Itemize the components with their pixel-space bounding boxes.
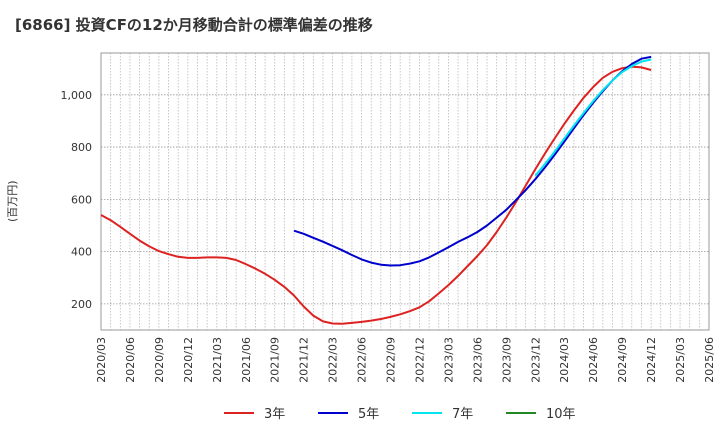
x-tick-label: 2021/12 [298, 337, 311, 383]
legend-label: 7年 [452, 407, 473, 422]
x-tick-label: 2023/12 [529, 337, 542, 383]
y-tick-label: 800 [71, 141, 92, 154]
x-tick-label: 2020/06 [124, 337, 137, 383]
y-tick-labels: 200 400 600 800 1,000 [61, 89, 93, 311]
x-tick-label: 2025/06 [703, 337, 716, 383]
legend-label: 10年 [546, 407, 576, 422]
y-tick-label: 600 [71, 193, 92, 206]
y-tick-label: 400 [71, 246, 92, 259]
x-tick-labels: 2020/03 2020/06 2020/09 2020/12 2021/03 2021/… [95, 337, 716, 383]
x-tick-label: 2023/09 [500, 337, 513, 383]
x-tick-label: 2023/06 [471, 337, 484, 383]
x-tick-label: 2020/03 [95, 337, 108, 383]
x-tick-label: 2022/03 [327, 337, 340, 383]
y-tick-label: 200 [71, 298, 92, 311]
legend: 3年 5年 7年 10年 [224, 407, 576, 422]
legend-label: 5年 [358, 407, 379, 422]
series-line-3 [534, 58, 652, 177]
x-tick-label: 2025/03 [674, 337, 687, 383]
x-tick-label: 2024/06 [587, 337, 600, 383]
x-tick-label: 2020/12 [182, 337, 195, 383]
chart-title: [6866] 投資CFの12か月移動合計の標準偏差の推移 [15, 16, 373, 34]
series-layer [100, 55, 652, 325]
x-tick-label: 2021/03 [211, 337, 224, 383]
x-tick-label: 2024/12 [645, 337, 658, 383]
x-tick-label: 2021/06 [240, 337, 253, 383]
x-tick-label: 2022/09 [385, 337, 398, 383]
series-line-2 [293, 55, 652, 267]
x-tick-label: 2024/03 [558, 337, 571, 383]
plot-area-border [100, 52, 710, 331]
x-tick-label: 2022/06 [356, 337, 369, 383]
y-tick-label: 1,000 [61, 89, 93, 102]
legend-label: 3年 [264, 407, 285, 422]
series-line-1 [100, 65, 652, 325]
x-tick-label: 2023/03 [442, 337, 455, 383]
x-tick-label: 2022/12 [413, 337, 426, 383]
x-tick-label: 2024/09 [616, 337, 629, 383]
x-tick-label: 2020/09 [153, 337, 166, 383]
grid-lines [100, 53, 710, 330]
x-tick-label: 2021/09 [269, 337, 282, 383]
